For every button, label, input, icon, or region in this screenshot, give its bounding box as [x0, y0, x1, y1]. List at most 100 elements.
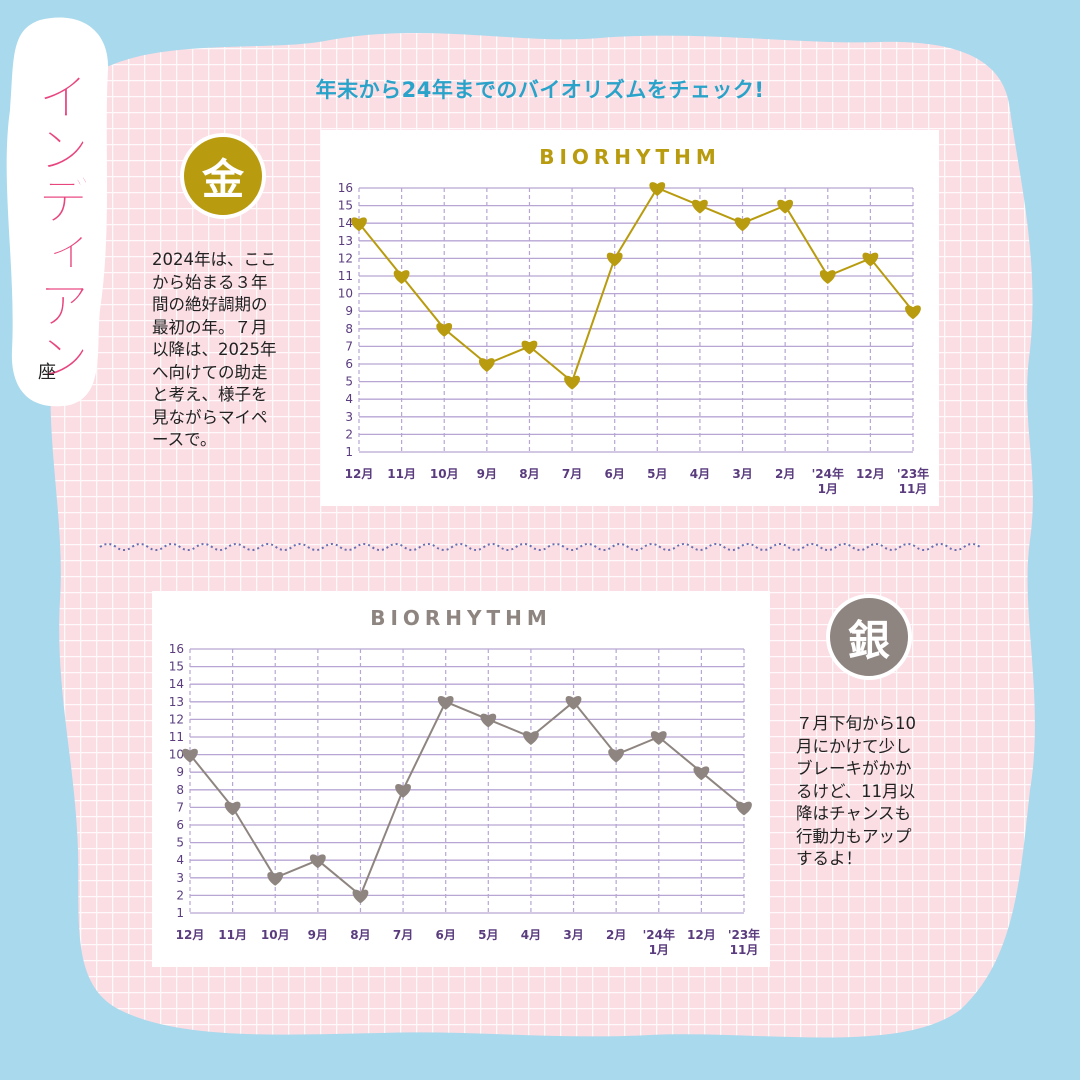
x-tick-label: 12月 — [687, 928, 716, 942]
y-tick-label: 13 — [338, 234, 353, 248]
y-tick-label: 7 — [345, 339, 353, 353]
y-tick-label: 2 — [345, 427, 353, 441]
x-tick-label: 10月 — [430, 467, 459, 481]
x-tick-label: 4月 — [521, 928, 541, 942]
x-tick-label: 5月 — [647, 467, 667, 481]
y-tick-label: 10 — [338, 287, 353, 301]
y-tick-label: 6 — [345, 357, 353, 371]
y-tick-label: 14 — [338, 216, 353, 230]
heart-marker — [437, 695, 454, 710]
x-tick-label: '23年 11月 — [728, 927, 760, 957]
y-tick-label: 1 — [345, 445, 353, 459]
heart-marker — [564, 375, 580, 390]
x-tick-label: '23年 11月 — [897, 466, 929, 496]
x-tick-label: 7月 — [393, 928, 413, 942]
x-tick-label: 8月 — [350, 928, 370, 942]
heart-marker — [521, 340, 538, 355]
wavy-divider — [99, 543, 981, 551]
heart-marker — [478, 358, 495, 372]
x-tick-label: 11月 — [218, 928, 247, 942]
y-tick-label: 8 — [345, 322, 353, 336]
sign-title-backdrop — [6, 17, 109, 407]
series-line — [189, 700, 745, 898]
heart-marker — [693, 766, 710, 781]
sign-title: インディアン 座 — [6, 17, 109, 407]
heart-marker — [523, 731, 539, 745]
y-tick-label: 6 — [176, 818, 184, 832]
y-tick-label: 3 — [345, 410, 353, 424]
y-tick-label: 16 — [169, 642, 184, 656]
chart-title: BIORHYTHM — [370, 606, 552, 630]
x-tick-label: 12月 — [856, 467, 885, 481]
y-tick-label: 14 — [169, 677, 184, 691]
heart-marker — [649, 182, 666, 196]
heart-marker — [819, 270, 836, 284]
y-tick-label: 5 — [176, 836, 184, 850]
gold-medal-icon: 金 — [180, 133, 266, 219]
y-tick-label: 13 — [169, 695, 184, 709]
x-tick-label: 10月 — [261, 928, 290, 942]
heart-marker — [224, 801, 241, 816]
x-tick-label: 2月 — [606, 928, 626, 942]
x-tick-label: 12月 — [345, 467, 374, 481]
chart-title: BIORHYTHM — [539, 145, 721, 169]
x-tick-label: 6月 — [436, 928, 456, 942]
heart-marker — [606, 252, 623, 267]
y-tick-label: 9 — [176, 765, 184, 779]
silver-description: ７月下旬から10 月にかけて少し ブレーキがかか るけど、11月以 降はチャンス… — [796, 714, 916, 868]
y-tick-label: 7 — [176, 800, 184, 814]
x-tick-label: 9月 — [477, 467, 497, 481]
x-tick-label: 7月 — [562, 467, 582, 481]
y-tick-label: 12 — [169, 712, 184, 726]
y-tick-label: 15 — [169, 660, 184, 674]
y-tick-label: 15 — [338, 199, 353, 213]
x-tick-label: 5月 — [478, 928, 498, 942]
heart-marker — [692, 199, 708, 214]
heart-marker — [352, 889, 369, 904]
x-tick-label: 3月 — [563, 928, 583, 942]
heart-marker — [436, 322, 453, 337]
y-tick-label: 5 — [345, 375, 353, 389]
x-tick-label: 6月 — [605, 467, 625, 481]
sign-name: インディアン — [28, 70, 88, 382]
sign-suffix: 座 — [38, 362, 56, 383]
heart-marker — [734, 217, 751, 232]
heart-marker — [351, 217, 367, 232]
y-tick-label: 3 — [176, 871, 184, 885]
y-tick-label: 4 — [176, 853, 184, 867]
x-tick-label: 4月 — [690, 467, 710, 481]
heart-marker — [905, 305, 921, 320]
gold-biorhythm-chart: BIORHYTHM 1 2 3 4 5 6 7 8 9 10 11 12 13 14 15 16 12月 11月 1… — [321, 130, 939, 506]
y-tick-label: 12 — [338, 251, 353, 265]
x-tick-label: '24年 1月 — [643, 927, 675, 957]
silver-medal-icon: 銀 — [826, 594, 912, 680]
heart-marker — [862, 252, 879, 267]
heart-marker — [480, 713, 497, 728]
y-tick-label: 1 — [176, 906, 184, 920]
heart-marker — [182, 748, 198, 763]
heart-marker — [777, 199, 794, 214]
x-tick-label: '24年 1月 — [812, 466, 844, 496]
y-tick-label: 10 — [169, 748, 184, 762]
y-tick-label: 16 — [338, 181, 353, 195]
heart-marker — [736, 801, 752, 816]
heart-marker — [608, 748, 625, 763]
heart-marker — [267, 871, 284, 886]
y-tick-label: 11 — [338, 269, 353, 283]
y-tick-label: 2 — [176, 888, 184, 902]
x-tick-label: 11月 — [387, 467, 416, 481]
y-tick-label: 11 — [169, 730, 184, 744]
x-tick-label: 2月 — [775, 467, 795, 481]
heart-marker — [395, 783, 411, 798]
gold-description: 2024年は、ここ から始まる３年 間の絶好調期の 最初の年。７月 以降は、20… — [152, 250, 277, 449]
x-tick-label: 3月 — [732, 467, 752, 481]
heart-marker — [565, 695, 582, 710]
x-tick-label: 8月 — [519, 467, 539, 481]
headline: 年末から24年までのバイオリズムをチェック! — [315, 78, 765, 102]
heart-marker — [309, 854, 326, 869]
y-tick-label: 8 — [176, 783, 184, 797]
heart-marker — [393, 270, 410, 284]
x-tick-label: 9月 — [308, 928, 328, 942]
y-tick-label: 9 — [345, 304, 353, 318]
y-tick-label: 4 — [345, 392, 353, 406]
